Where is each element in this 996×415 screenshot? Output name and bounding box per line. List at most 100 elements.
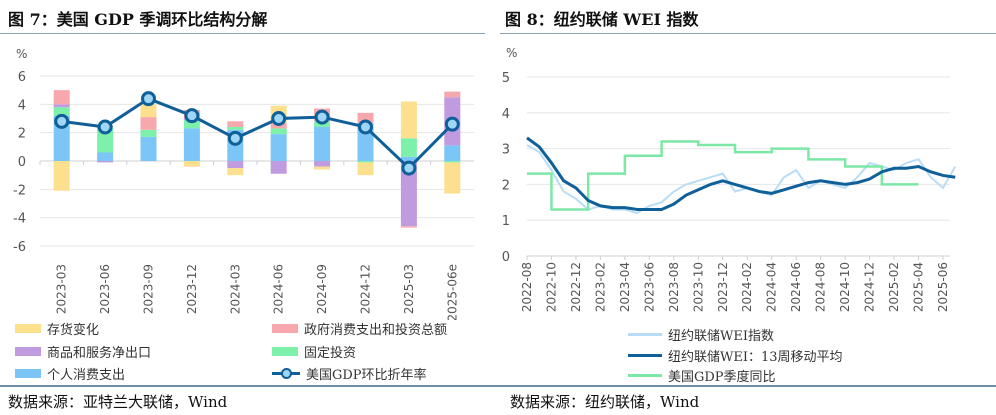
bar-segment xyxy=(400,156,417,161)
x-tick-label: 2023-02 xyxy=(593,262,607,312)
x-tick-label: 2023-06 xyxy=(642,262,656,312)
y-axis-unit: % xyxy=(506,46,517,60)
gdp-point xyxy=(314,109,330,125)
x-tick-label: 2023-08 xyxy=(667,262,681,312)
bar-segment xyxy=(227,168,244,176)
bar-segment xyxy=(444,145,461,161)
gdp-line xyxy=(61,96,454,171)
bar-segment xyxy=(400,161,417,227)
bar-segment xyxy=(140,117,157,130)
bar-segment xyxy=(53,161,70,191)
y-tick-label: 6 xyxy=(18,70,26,85)
bar-segment xyxy=(227,161,244,169)
legend-label: 纽约联储WEI：13周移动平均 xyxy=(668,350,843,365)
legend-line xyxy=(628,333,662,336)
legend-item: 纽约联储WEI指数 xyxy=(628,325,774,344)
y-tick-label: 4 xyxy=(502,107,510,122)
legend-line xyxy=(628,374,662,377)
legend-item: 纽约联储WEI：13周移动平均 xyxy=(628,346,843,365)
y-tick-label: -6 xyxy=(13,240,26,255)
title-divider xyxy=(500,33,996,34)
bar-segment xyxy=(53,107,70,116)
x-tick-label: 2023-09 xyxy=(142,264,156,314)
x-tick-label: 2022-08 xyxy=(520,262,534,312)
bar-segment xyxy=(400,101,417,139)
bar-segment xyxy=(227,127,244,130)
legend-line xyxy=(628,354,662,357)
y-axis-unit: % xyxy=(16,47,27,61)
bar-segment xyxy=(357,162,374,176)
legend-label: 固定投资 xyxy=(304,346,357,361)
gdp-point xyxy=(444,116,460,132)
bar-segment xyxy=(400,226,417,228)
footer-divider xyxy=(0,385,996,387)
bar-segment xyxy=(314,127,331,161)
left-chart-title: 图 7：美国 GDP 季调环比结构分解 xyxy=(8,10,268,29)
legend-item: 政府消费支出和投资总额 xyxy=(272,319,447,338)
legend-swatch xyxy=(272,324,298,333)
legend-item: 美国GDP环比折年率 xyxy=(272,364,427,383)
bar-segment xyxy=(227,121,244,127)
wei-13w-ma-line xyxy=(526,136,956,211)
left-source-note: 数据来源：亚特兰大联储，Wind xyxy=(8,393,228,411)
y-tick-label: 0 xyxy=(18,155,26,170)
y-tick-label: 0 xyxy=(502,250,510,265)
bar-segment xyxy=(97,152,114,161)
right-chart-title: 图 8：纽约联储 WEI 指数 xyxy=(505,10,699,29)
gdp-yoy-line xyxy=(527,140,919,211)
legend-swatch xyxy=(15,347,41,356)
gdp-point xyxy=(271,111,287,126)
legend-label: 个人消费支出 xyxy=(47,368,126,383)
gdp-point xyxy=(358,119,373,135)
x-tick-label: 2023-04 xyxy=(618,262,632,312)
y-tick-label: 3 xyxy=(502,143,510,158)
legend-item: 美国GDP季度同比 xyxy=(628,366,776,385)
legend-swatch xyxy=(272,347,298,356)
legend-label: 政府消费支出和投资总额 xyxy=(304,323,448,338)
gdp-point xyxy=(97,119,113,135)
title-divider xyxy=(0,33,485,34)
legend-label: 美国GDP季度同比 xyxy=(668,370,776,385)
bar-segment xyxy=(53,90,70,105)
x-tick-label: 2024-09 xyxy=(315,264,329,314)
x-tick-label: 2023-03 xyxy=(55,264,69,314)
x-tick-label: 2023-12 xyxy=(185,264,199,314)
bar-segment xyxy=(97,161,114,163)
legend-label: 存货变化 xyxy=(47,323,100,338)
bar-segment xyxy=(270,134,287,161)
gdp-point xyxy=(401,160,417,176)
legend-label: 商品和服务净出口 xyxy=(47,346,152,361)
x-tick-label: 2022-12 xyxy=(569,262,583,312)
bar-segment xyxy=(314,161,331,167)
bar-segment xyxy=(140,104,157,118)
x-tick-label: 2023-06 xyxy=(98,264,112,314)
legend-line-marker xyxy=(272,368,300,379)
bar-segment xyxy=(183,161,200,167)
legend-swatch xyxy=(15,369,41,378)
legend-item: 固定投资 xyxy=(272,342,356,361)
legend-label: 美国GDP环比折年率 xyxy=(306,368,427,383)
x-tick-label: 2024-12 xyxy=(863,262,877,312)
x-tick-label: 2025-06e xyxy=(445,264,459,320)
legend-label: 纽约联储WEI指数 xyxy=(668,329,774,344)
gdp-point xyxy=(227,130,243,146)
legend-swatch xyxy=(15,324,41,333)
bar-segment xyxy=(53,104,70,108)
bar-segment xyxy=(444,91,461,98)
x-tick-label: 2024-06 xyxy=(789,262,803,312)
bar-segment xyxy=(97,127,114,153)
x-tick-label: 2025-06 xyxy=(936,262,950,312)
bar-segment xyxy=(444,161,461,163)
y-tick-label: 2 xyxy=(18,127,26,142)
x-tick-label: 2024-08 xyxy=(814,262,828,312)
x-tick-label: 2023-10 xyxy=(691,262,705,312)
x-tick-label: 2022-10 xyxy=(544,262,558,312)
bar-segment xyxy=(270,161,287,174)
legend-item: 个人消费支出 xyxy=(15,364,125,383)
x-tick-label: 2024-04 xyxy=(765,262,779,312)
gdp-point xyxy=(54,113,70,129)
y-tick-label: -2 xyxy=(13,183,26,198)
legend-item: 商品和服务净出口 xyxy=(15,342,151,361)
bar-segment xyxy=(444,162,461,194)
